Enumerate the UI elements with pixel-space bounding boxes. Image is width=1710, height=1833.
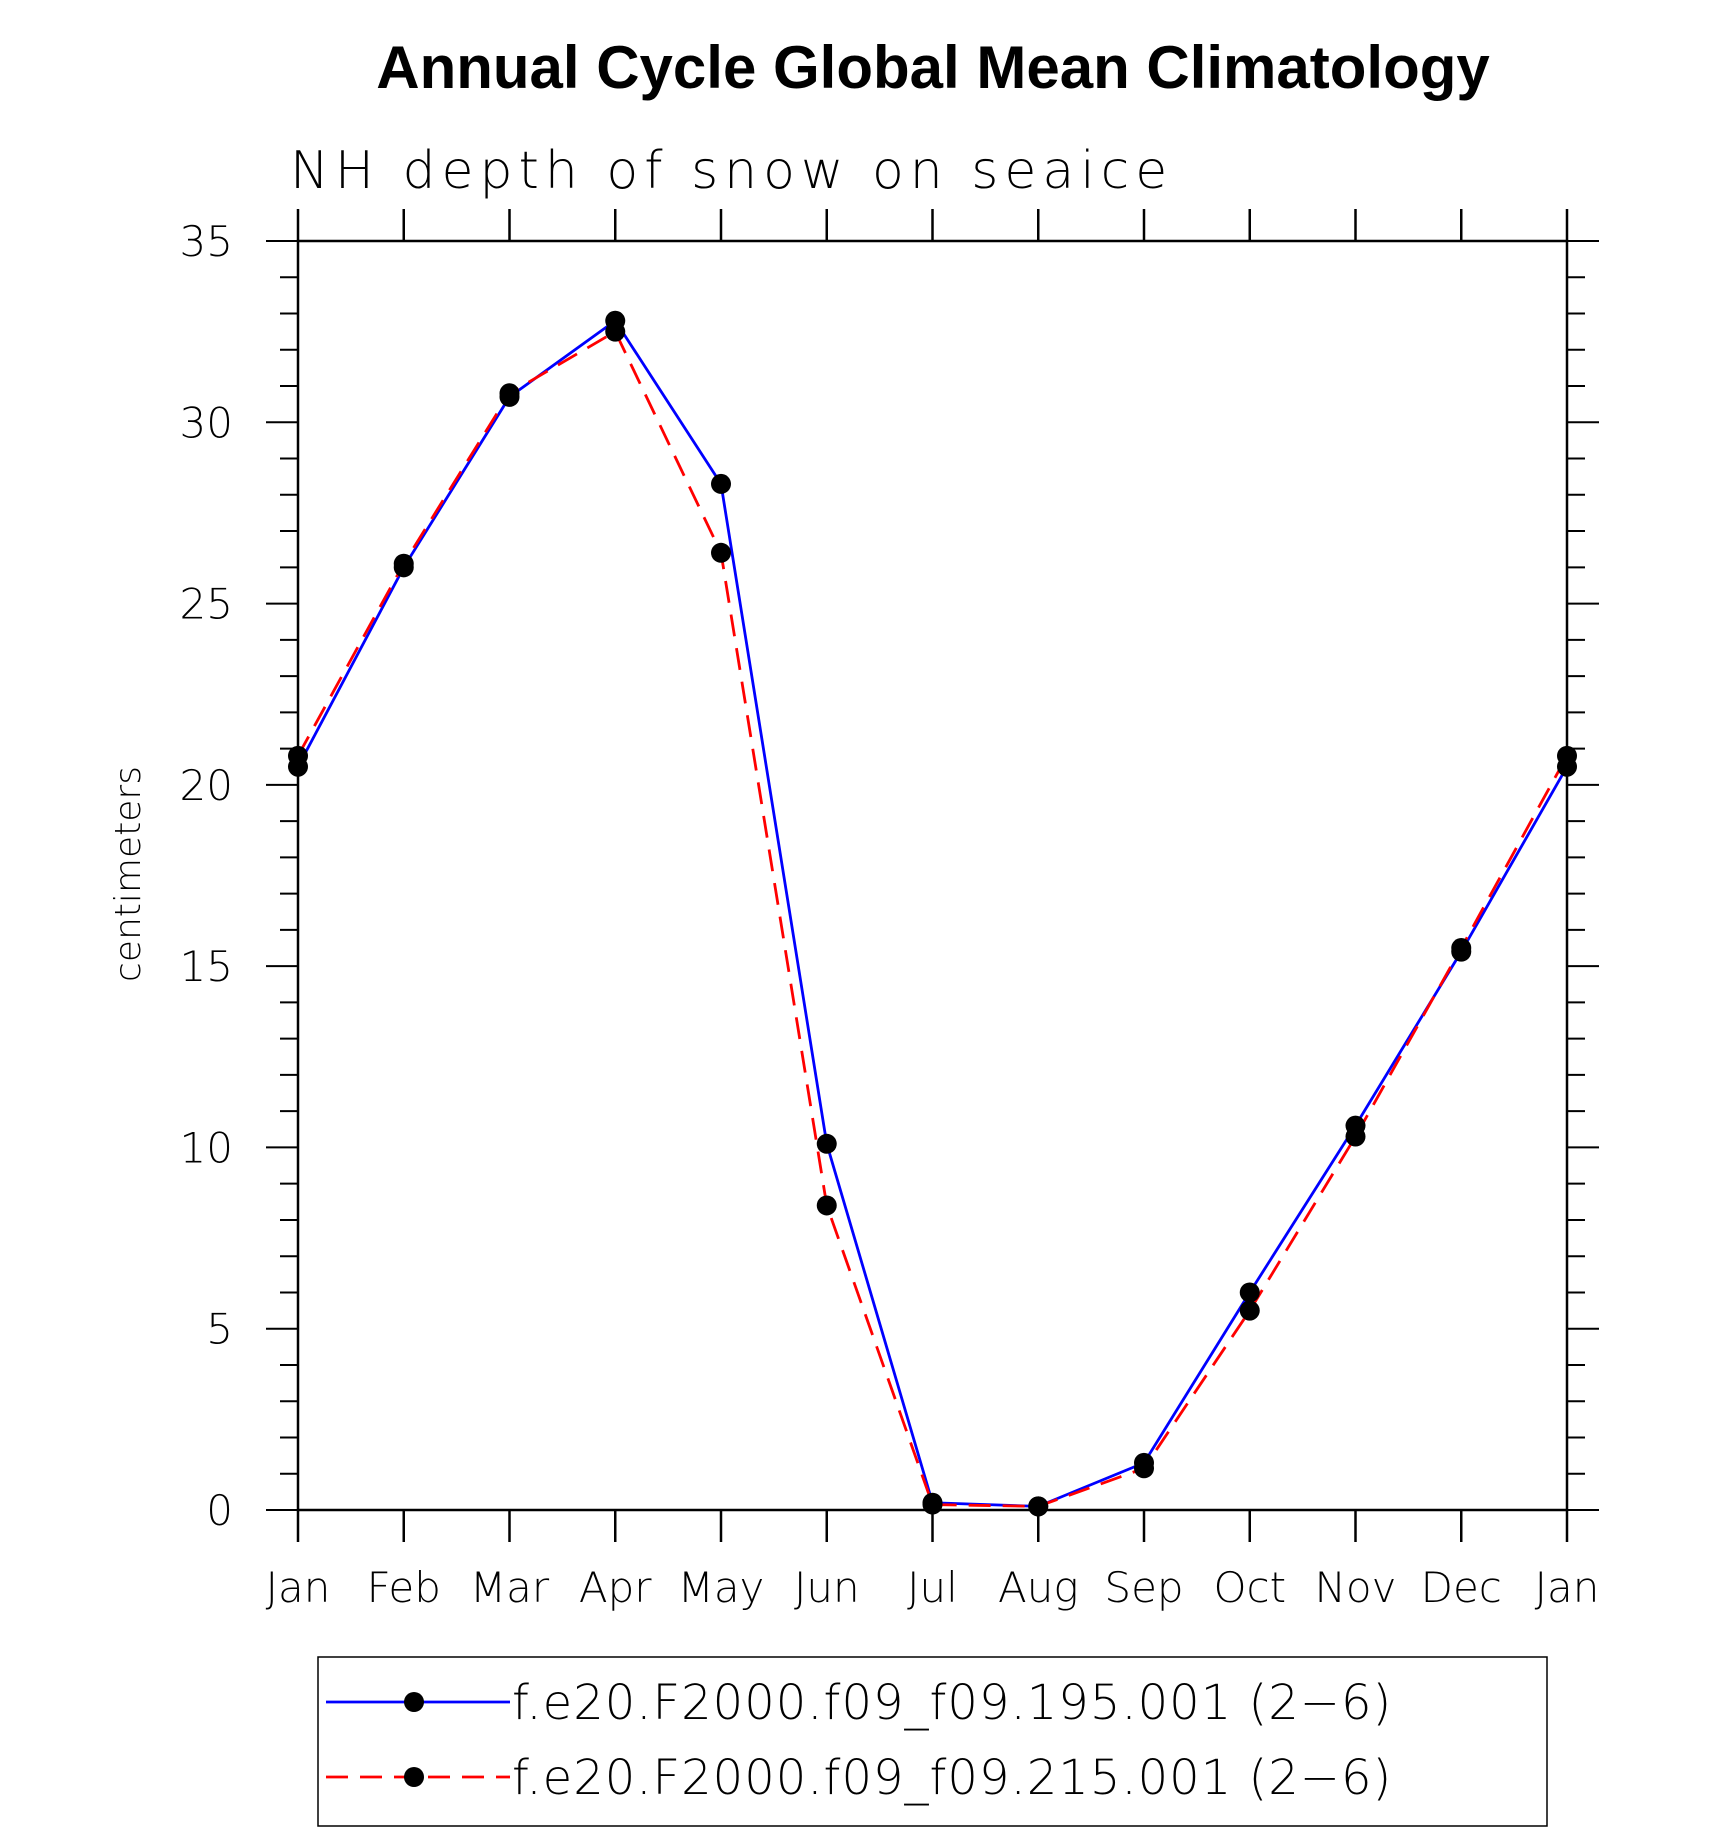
legend-marker-2 — [404, 1767, 424, 1787]
series-2-point — [1134, 1458, 1154, 1479]
series-layer — [288, 310, 1577, 1517]
series-2-point — [711, 542, 731, 563]
x-tick-labels: Jan Feb Mar Apr May Jun Jul Aug Sep Oct Nov Dec Jan — [266, 1563, 1600, 1612]
x-tick-label: Oct — [1213, 1563, 1286, 1612]
series-line-2 — [296, 329, 1569, 1508]
y-tick-label: 5 — [206, 1305, 233, 1354]
y-tick-label: 10 — [180, 1123, 233, 1172]
series-2-point — [605, 321, 626, 342]
x-tick-label: May — [678, 1563, 765, 1612]
x-tick-label: Jul — [907, 1563, 958, 1612]
series-line-1 — [296, 318, 1569, 1508]
series-2-point — [1239, 1300, 1260, 1321]
x-tick-label: Sep — [1104, 1563, 1183, 1612]
series-1-point — [1239, 1282, 1260, 1303]
x-tick-label: Jan — [1535, 1563, 1600, 1612]
series-2-point — [1028, 1496, 1049, 1517]
legend-label-2: f.e20.F2000.f09_f09.215.001 (2−6) — [512, 1750, 1392, 1806]
y-tick-label: 20 — [180, 761, 233, 810]
y-tick-label: 15 — [180, 942, 233, 991]
chart-subtitle: NH depth of snow on seaice — [290, 141, 1173, 201]
x-tick-label: Feb — [367, 1563, 441, 1612]
series-2-point — [816, 1195, 837, 1216]
y-tick-label: 25 — [180, 580, 233, 629]
y-tick-label: 35 — [180, 217, 233, 266]
x-tick-label: Mar — [470, 1563, 550, 1612]
x-tick-label: Apr — [579, 1563, 652, 1612]
legend: f.e20.F2000.f09_f09.195.001 (2−6) f.e20.F… — [326, 1675, 1392, 1806]
series-1-point — [816, 1133, 837, 1154]
legend-label-1: f.e20.F2000.f09_f09.195.001 (2−6) — [512, 1675, 1392, 1731]
series-2-point — [922, 1494, 943, 1515]
series-2-point — [499, 383, 520, 404]
x-tick-label: Nov — [1315, 1563, 1397, 1612]
x-tick-label: Jun — [794, 1563, 860, 1612]
legend-box — [317, 1656, 1548, 1827]
series-2-point — [393, 553, 414, 574]
axis-ticks — [266, 209, 1599, 1542]
series-2-point — [1345, 1126, 1366, 1147]
series-1-point — [711, 473, 731, 494]
y-tick-label: 0 — [206, 1486, 233, 1535]
x-tick-label: Aug — [998, 1563, 1079, 1612]
y-axis-label: centimeters — [108, 766, 149, 982]
y-tick-label: 30 — [180, 398, 233, 447]
y-tick-labels: 0 5 10 15 20 25 30 35 — [180, 217, 233, 1535]
x-tick-label: Jan — [266, 1563, 331, 1612]
series-2-point — [1557, 745, 1577, 766]
series-2-point — [1451, 938, 1472, 959]
x-tick-label: Dec — [1421, 1563, 1502, 1612]
legend-marker-1 — [404, 1692, 424, 1712]
series-2-point — [288, 745, 308, 766]
chart-title: Annual Cycle Global Mean Climatology — [376, 34, 1490, 101]
